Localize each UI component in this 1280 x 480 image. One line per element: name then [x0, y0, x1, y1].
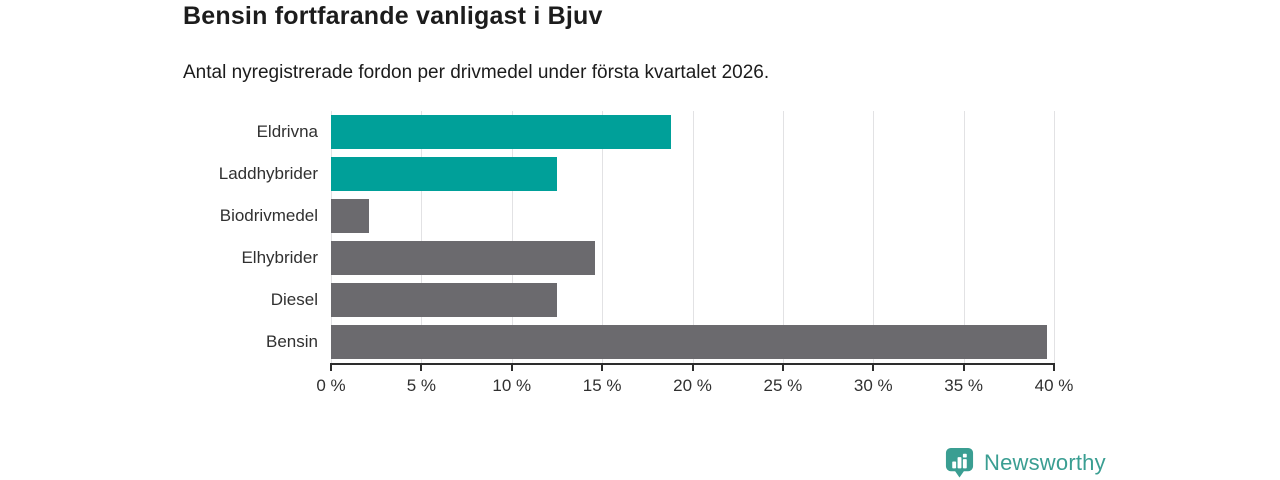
x-tick-35: [962, 363, 965, 371]
category-axis: Eldrivna Laddhybrider Biodrivmedel Elhybrid…: [0, 111, 318, 363]
category-label-diesel: Diesel: [270, 290, 318, 309]
bar-diesel: [331, 283, 557, 317]
x-tick-0: [330, 363, 332, 371]
bar-laddhybrider: [331, 157, 557, 191]
gridline-15: [602, 111, 604, 363]
category-label-elhybrider: Elhybrider: [241, 248, 318, 267]
x-tick-label-35: 35 %: [944, 376, 983, 395]
newsworthy-brand-text: Newsworthy: [984, 449, 1106, 475]
bar-elhybrider: [331, 241, 595, 275]
x-tick-5: [420, 363, 423, 371]
category-label-bensin: Bensin: [266, 332, 318, 351]
bar-row-elhybrider: [331, 237, 1054, 279]
gridline-25: [782, 111, 784, 363]
x-tick-20: [691, 363, 694, 371]
bar-bensin: [331, 325, 1047, 359]
x-tick-label-30: 30 %: [853, 376, 893, 395]
gridline-35: [963, 111, 965, 363]
x-tick-30: [872, 363, 875, 371]
bar-chart: Eldrivna Laddhybrider Biodrivmedel Elhybrid…: [0, 111, 1140, 411]
x-tick-label-5: 5 %: [406, 376, 437, 395]
category-label-laddhybrider: Laddhybrider: [218, 164, 318, 183]
newsworthy-logo-icon: [944, 446, 975, 479]
bar-row-diesel: [331, 279, 1054, 321]
category-label-eldrivna: Eldrivna: [256, 122, 318, 141]
x-tick-label-10: 10 %: [492, 376, 532, 395]
x-tick-10: [510, 363, 513, 371]
plot-area: [331, 111, 1055, 363]
x-tick-15: [601, 363, 604, 371]
x-tick-label-25: 25 %: [763, 376, 803, 395]
gridline-20: [692, 111, 694, 363]
gridline-40: [1054, 111, 1055, 363]
gridline-0: [331, 111, 332, 363]
x-tick-label-0: 0 %: [316, 376, 346, 395]
bar-biodrivmedel: [331, 199, 369, 233]
x-tick-label-40: 40 %: [1034, 376, 1074, 395]
category-label-biodrivmedel: Biodrivmedel: [219, 206, 318, 225]
x-tick-label-20: 20 %: [673, 376, 712, 395]
x-tick-25: [781, 363, 784, 371]
bar-row-eldrivna: [331, 111, 1054, 153]
newsworthy-brand-link[interactable]: Newsworthy: [944, 446, 1106, 479]
bar-row-bensin: [331, 321, 1054, 363]
gridline-5: [421, 111, 423, 363]
chart-title: Bensin fortfarande vanligast i Bjuv: [183, 2, 603, 30]
x-tick-40: [1053, 363, 1055, 371]
bar-row-biodrivmedel: [331, 195, 1054, 237]
chart-subtitle: Antal nyregistrerade fordon per drivmede…: [183, 62, 770, 83]
x-axis: 0 % 5 % 10 % 15 % 20 % 25 % 30 % 35 % 40 %: [316, 363, 1073, 411]
gridline-30: [873, 111, 875, 363]
x-tick-label-15: 15 %: [582, 376, 622, 395]
bar-row-laddhybrider: [331, 153, 1054, 195]
gridline-10: [511, 111, 513, 363]
bar-eldrivna: [331, 115, 671, 149]
